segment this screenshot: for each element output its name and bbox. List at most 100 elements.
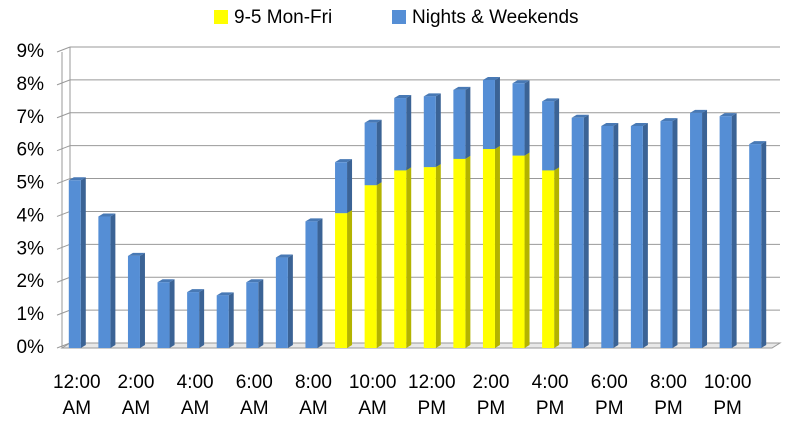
x-tick-label: 6:00 AM (235, 372, 273, 419)
bar (482, 79, 495, 150)
legend-swatch (214, 10, 228, 24)
bar-top (719, 113, 737, 117)
bar-side (199, 289, 205, 348)
y-tick-label: 7% (17, 107, 45, 128)
tick-mark (56, 178, 71, 185)
bar-top (187, 289, 205, 293)
tick-mark (56, 210, 71, 217)
bar-top (335, 159, 353, 163)
y-tick-label: 4% (17, 205, 45, 226)
x-tick-label: 8:00 PM (649, 372, 687, 419)
x-tick-label: 10:00 PM (703, 372, 752, 419)
bar (157, 282, 170, 348)
y-tick-label: 9% (17, 41, 45, 62)
bar-side (465, 155, 471, 348)
tick-mark (56, 243, 71, 250)
bar (364, 185, 377, 348)
bar-side (524, 152, 530, 348)
tick-mark (56, 342, 71, 349)
y-tick-label: 3% (17, 238, 45, 259)
bar-side (613, 123, 619, 348)
bar (335, 213, 348, 348)
bar (453, 158, 466, 348)
bar-side (169, 279, 175, 348)
bar-side (435, 164, 441, 348)
bar (246, 282, 259, 348)
x-tick-label: 2:00 AM (117, 372, 155, 419)
bar (364, 122, 377, 186)
y-tick-label: 6% (17, 140, 45, 161)
tick-mark (56, 309, 71, 316)
bar (423, 167, 436, 348)
bar-side (583, 114, 589, 349)
bar-top (364, 119, 382, 123)
bar-side (554, 167, 560, 348)
bar-side (702, 109, 708, 348)
x-tick-label: 4:00 PM (531, 372, 569, 419)
bar-top (68, 177, 86, 181)
tick-mark (56, 46, 71, 53)
x-tick-label: 10:00 AM (348, 372, 397, 419)
tick-mark (56, 145, 71, 152)
bar-top (512, 80, 530, 84)
bar-side (494, 76, 500, 150)
bar-side (317, 218, 323, 348)
bar (394, 98, 407, 171)
x-tick-label: 12:00 PM (408, 372, 456, 419)
bar-top (423, 93, 441, 97)
x-tick-label: 12:00 AM (53, 372, 101, 419)
bar-top (630, 123, 648, 126)
bar-side (642, 123, 648, 348)
bar (127, 255, 140, 348)
bar (571, 117, 584, 349)
bar-side (80, 177, 86, 348)
bar-side (139, 252, 145, 348)
y-tick-label: 2% (17, 271, 45, 292)
bar (98, 216, 111, 348)
bar-top (394, 95, 412, 99)
bar (660, 121, 673, 348)
x-tick-label: 2:00 PM (472, 372, 510, 419)
y-tick-label: 8% (17, 74, 45, 95)
y-tick-label: 1% (17, 304, 45, 325)
bar-top (571, 114, 589, 118)
bar (512, 83, 525, 156)
x-tick-label: 6:00 PM (590, 372, 628, 419)
bar (305, 221, 318, 348)
bar-top (660, 118, 678, 122)
bar-top (127, 252, 145, 256)
bar (719, 116, 732, 348)
bar-side (287, 254, 293, 348)
bar-top (542, 98, 560, 102)
bar-side (376, 182, 382, 348)
bar-top (157, 279, 175, 283)
bar-top (482, 76, 500, 80)
legend-label: 9-5 Mon-Fri (234, 7, 332, 28)
bar (423, 96, 436, 168)
bar (275, 257, 288, 348)
bar-side (228, 292, 234, 348)
bar-side (110, 213, 116, 348)
legend-swatch (392, 10, 406, 24)
bar-side (347, 210, 353, 348)
bar (630, 126, 643, 348)
bar (482, 149, 495, 348)
bar (68, 180, 81, 348)
tick-mark (56, 276, 71, 283)
bar (542, 170, 555, 348)
bar-top (275, 254, 293, 258)
bar (542, 101, 555, 171)
bar-top (453, 86, 471, 90)
bar (690, 112, 703, 348)
bar-top (305, 218, 323, 222)
bar-side (494, 146, 500, 348)
bar-top (690, 109, 708, 113)
bar-side (761, 141, 767, 348)
bar-side (258, 279, 264, 348)
bar-top (749, 141, 767, 145)
y-tick-label: 5% (17, 173, 45, 194)
x-tick-label: 4:00 AM (176, 372, 214, 419)
bar (394, 170, 407, 348)
bar-side (672, 118, 678, 348)
